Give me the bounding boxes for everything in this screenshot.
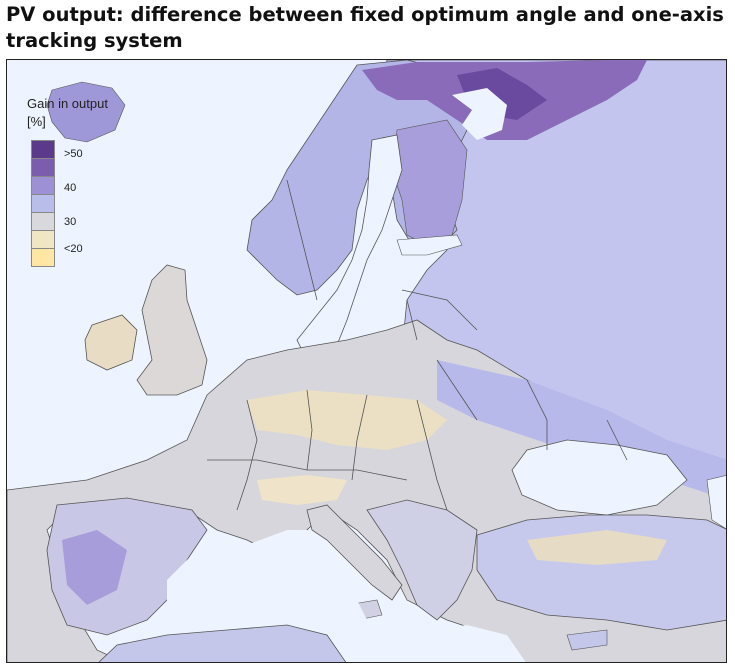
- legend-swatch-4: [31, 195, 55, 213]
- legend-label-30: 30: [64, 216, 77, 228]
- land-balkans: [366, 499, 478, 621]
- map-title: PV output: difference between fixed opti…: [6, 3, 724, 52]
- land-great-britain: [136, 264, 208, 396]
- gulf-of-finland: [396, 234, 463, 256]
- legend-label-gt50: >50: [64, 148, 83, 160]
- caspian-sea: [706, 475, 726, 530]
- legend-swatch-6: [31, 231, 55, 249]
- legend-swatch-1: [31, 140, 55, 159]
- zone-iberia-purple: [62, 530, 127, 605]
- country-borders: [207, 179, 628, 511]
- land-north-africa: [98, 624, 347, 662]
- zone-beige-alps: [257, 475, 347, 505]
- legend-swatches: >50 40 30 <20: [31, 140, 83, 267]
- land-italy: [306, 504, 403, 601]
- europe-map: [7, 60, 726, 662]
- land-cyprus-levant: [566, 629, 608, 651]
- land-ireland: [84, 314, 138, 371]
- map-legend: Gain in output [%] >50 40 30 <20: [23, 95, 133, 267]
- legend-swatch-5: [31, 213, 55, 231]
- legend-swatch-7: [31, 249, 55, 267]
- legend-label-40: 40: [64, 182, 77, 194]
- legend-swatch-3: [31, 177, 55, 195]
- legend-title: Gain in output [%]: [27, 96, 108, 129]
- zone-turkey-beige: [527, 530, 667, 565]
- map-frame: [6, 59, 727, 663]
- black-sea: [511, 439, 688, 516]
- legend-swatch-2: [31, 159, 55, 177]
- zone-beige-central: [247, 390, 447, 450]
- zone-white-sea: [452, 88, 507, 140]
- land-iceland: [46, 81, 126, 143]
- legend-label-lt20: <20: [64, 243, 83, 255]
